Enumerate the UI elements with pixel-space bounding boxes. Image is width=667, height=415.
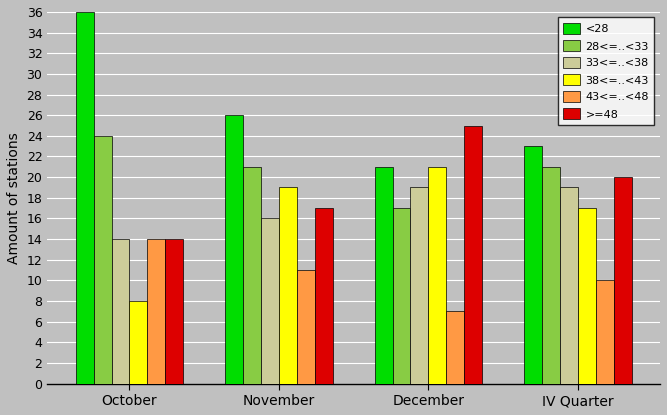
Bar xyxy=(428,167,446,383)
Bar xyxy=(261,218,279,383)
Bar xyxy=(578,208,596,383)
Bar xyxy=(93,136,111,383)
Bar xyxy=(524,146,542,383)
Bar xyxy=(111,239,129,383)
Bar xyxy=(596,281,614,383)
Bar xyxy=(279,188,297,383)
Bar xyxy=(297,270,315,383)
Legend: <28, 28<=..<33, 33<=..<38, 38<=..<43, 43<=..<48, >=48: <28, 28<=..<33, 33<=..<38, 38<=..<43, 43… xyxy=(558,17,654,125)
Bar xyxy=(129,301,147,383)
Y-axis label: Amount of stations: Amount of stations xyxy=(7,132,21,264)
Bar xyxy=(165,239,183,383)
Bar xyxy=(410,188,428,383)
Bar xyxy=(392,208,410,383)
Bar xyxy=(75,12,93,383)
Bar xyxy=(446,311,464,383)
Bar xyxy=(147,239,165,383)
Bar xyxy=(614,177,632,383)
Bar xyxy=(225,115,243,383)
Bar xyxy=(560,188,578,383)
Bar xyxy=(542,167,560,383)
Bar xyxy=(375,167,392,383)
Bar xyxy=(464,125,482,383)
Bar xyxy=(243,167,261,383)
Bar xyxy=(315,208,333,383)
